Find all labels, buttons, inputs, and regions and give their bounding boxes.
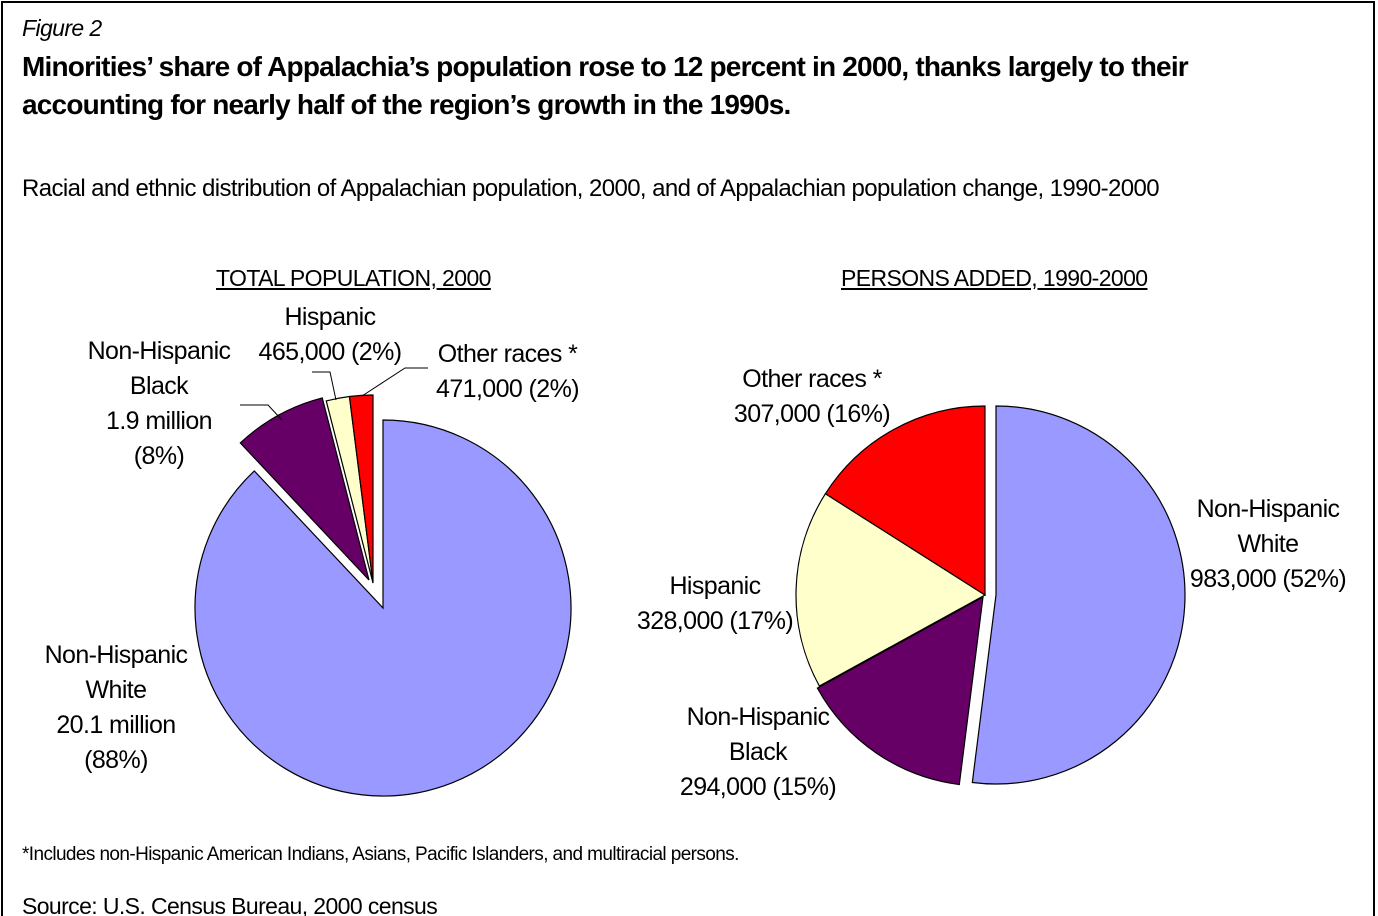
label-line: 20.1 million: [56, 711, 176, 739]
figure-label: Figure 2: [22, 15, 102, 41]
label-line: (8%): [133, 442, 185, 470]
label-line: 471,000 (2%): [436, 375, 580, 403]
leader-lines: [240, 367, 428, 421]
label-line: 465,000 (2%): [258, 338, 403, 366]
label-line: 983,000 (52%): [1189, 565, 1347, 593]
footnote: *Includes non-Hispanic American Indians,…: [22, 844, 739, 865]
label-added-other: Other races * 307,000 (16%): [728, 362, 896, 432]
label-line: Other races *: [437, 340, 578, 368]
leader-line-other: [361, 367, 428, 397]
label-added-white: Non-Hispanic White 983,000 (52%): [1184, 492, 1352, 597]
pie-total-population: [194, 394, 572, 797]
title-line-2: accounting for nearly half of the region…: [22, 89, 791, 120]
label-line: Non-Hispanic: [87, 337, 231, 365]
pie-slice-black: [239, 397, 370, 581]
label-line: 328,000 (17%): [636, 607, 794, 635]
pie-slice-white: [194, 419, 572, 797]
pie-slice-black: [816, 595, 984, 786]
figure-title: Minorities’ share of Appalachia’s popula…: [22, 48, 1189, 124]
label-line: Non-Hispanic: [686, 703, 830, 731]
pie-slice-other: [348, 394, 374, 584]
title-line-1: Minorities’ share of Appalachia’s popula…: [22, 51, 1189, 82]
pie-slice-other: [824, 405, 986, 597]
label-total-black: Non-Hispanic Black 1.9 million (8%): [76, 334, 242, 474]
pie-slice-hispanic: [795, 492, 987, 687]
label-line: Black: [129, 372, 189, 400]
label-total-hispanic: Hispanic 465,000 (2%): [250, 300, 410, 370]
label-line: 294,000 (15%): [679, 773, 837, 801]
pie-title-total: TOTAL POPULATION, 2000: [216, 265, 491, 291]
label-total-white: Non-Hispanic White 20.1 million (88%): [30, 638, 202, 778]
chart-subtitle: Racial and ethnic distribution of Appala…: [22, 175, 1160, 202]
label-line: White: [85, 676, 148, 704]
pie-persons-added: [795, 405, 1186, 786]
label-line: White: [1237, 530, 1300, 558]
label-line: Hispanic: [669, 572, 761, 600]
pie-slice-white: [971, 405, 1186, 785]
source-note: Source: U.S. Census Bureau, 2000 census: [22, 893, 438, 916]
label-line: Hispanic: [284, 303, 376, 331]
label-added-hispanic: Hispanic 328,000 (17%): [632, 569, 798, 639]
label-line: Black: [728, 738, 788, 766]
label-line: (88%): [84, 746, 148, 774]
label-total-other: Other races * 471,000 (2%): [425, 337, 590, 407]
label-line: 307,000 (16%): [733, 400, 891, 428]
label-line: Non-Hispanic: [44, 641, 188, 669]
label-line: 1.9 million: [106, 407, 213, 435]
leader-line-hispanic: [312, 371, 337, 401]
label-line: Other races *: [742, 365, 882, 393]
label-line: Non-Hispanic: [1196, 495, 1340, 523]
leader-line-black: [240, 404, 283, 421]
pie-title-added: PERSONS ADDED, 1990-2000: [841, 265, 1148, 291]
label-added-black: Non-Hispanic Black 294,000 (15%): [674, 700, 842, 805]
